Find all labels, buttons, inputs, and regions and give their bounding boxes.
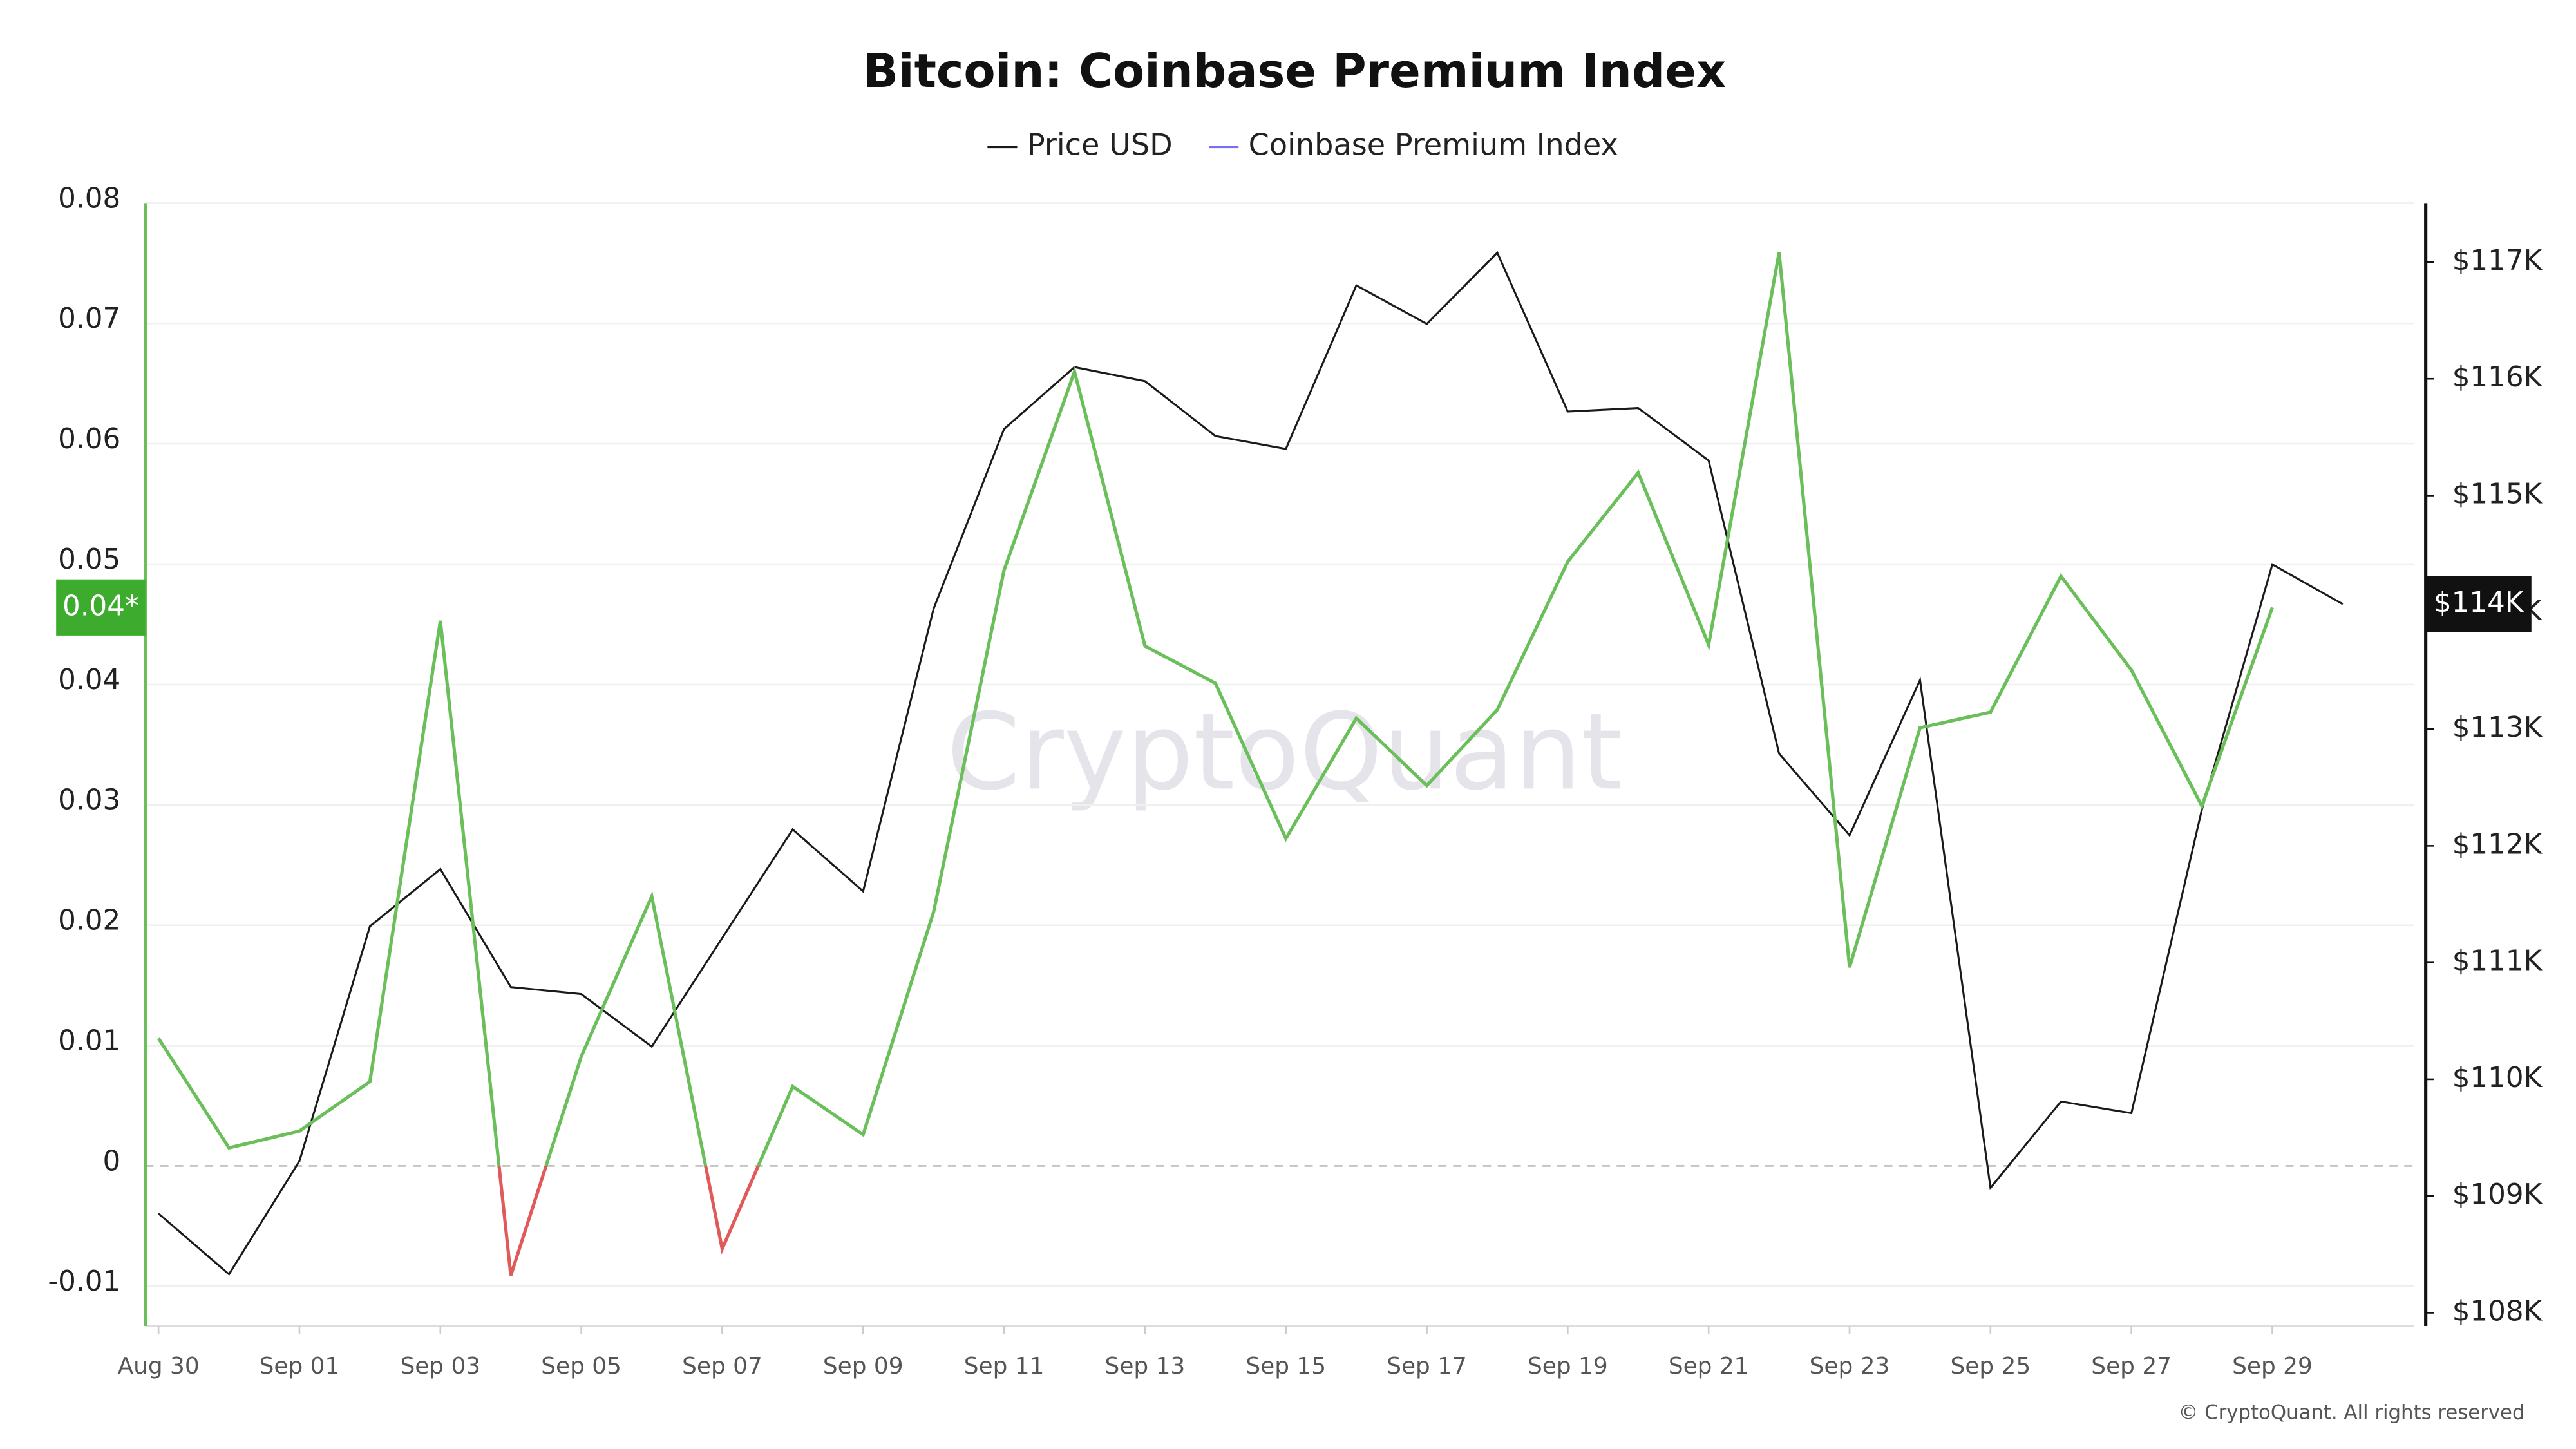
footer: © CryptoQuant. All rights reserved [2179,1401,2525,1424]
y-tick-label: -0.01 [48,1265,120,1298]
x-tick-label: Sep 15 [1245,1353,1326,1379]
y2-tick-label: $109K [2452,1179,2543,1211]
y-tick-label: 0.02 [58,905,120,937]
legend-label: Price USD [1027,128,1173,162]
x-tick-label: Sep 23 [1810,1353,1890,1379]
y2-tick-label: $112K [2452,828,2543,860]
x-tick-label: Sep 19 [1528,1353,1608,1379]
y2-tick-label: $115K [2452,478,2543,511]
x-tick-label: Sep 01 [260,1353,340,1379]
series-line [156,252,2274,1166]
y-tick-label: 0.05 [58,544,120,576]
y2-tick-label: $117K [2452,245,2543,277]
badge [56,579,146,636]
legend-label: Coinbase Premium Index [1249,128,1618,162]
y2-tick-label: $108K [2452,1295,2543,1327]
series-line-negative [497,1166,761,1276]
x-tick-label: Sep 13 [1105,1353,1186,1379]
series-line [158,251,2344,1276]
badge-label: $114K [2434,587,2524,619]
chart-title: Bitcoin: Coinbase Premium Index [863,44,1726,98]
y2-tick-label: $111K [2452,945,2543,978]
y-tick-label: 0.07 [58,303,120,335]
y2-tick-label: $116K [2452,361,2543,393]
badge-label: 0.04* [62,590,139,622]
x-tick-label: Sep 07 [682,1353,762,1379]
badge [2425,576,2532,632]
x-tick-label: Sep 17 [1387,1353,1467,1379]
x-tick-label: Sep 25 [1950,1353,2031,1379]
y-tick-label: 0.01 [58,1025,120,1057]
y-tick-label: 0.06 [58,423,120,455]
watermark: CryptoQuant [947,690,1623,813]
y2-tick-label: $113K [2452,712,2543,744]
x-tick-label: Sep 05 [541,1353,621,1379]
y-tick-label: 0.08 [58,182,120,214]
y-tick-label: 0 [102,1145,120,1177]
x-tick-label: Sep 29 [2232,1353,2313,1379]
y-tick-label: 0.04 [58,664,120,696]
y2-tick-label: $110K [2452,1062,2543,1094]
x-tick-label: Sep 09 [823,1353,904,1379]
x-tick-label: Aug 30 [118,1353,200,1379]
x-tick-label: Sep 21 [1669,1353,1749,1379]
y-tick-label: 0.03 [58,784,120,817]
x-tick-label: Sep 03 [400,1353,480,1379]
x-tick-label: Sep 27 [2091,1353,2172,1379]
x-tick-label: Sep 11 [964,1353,1045,1379]
